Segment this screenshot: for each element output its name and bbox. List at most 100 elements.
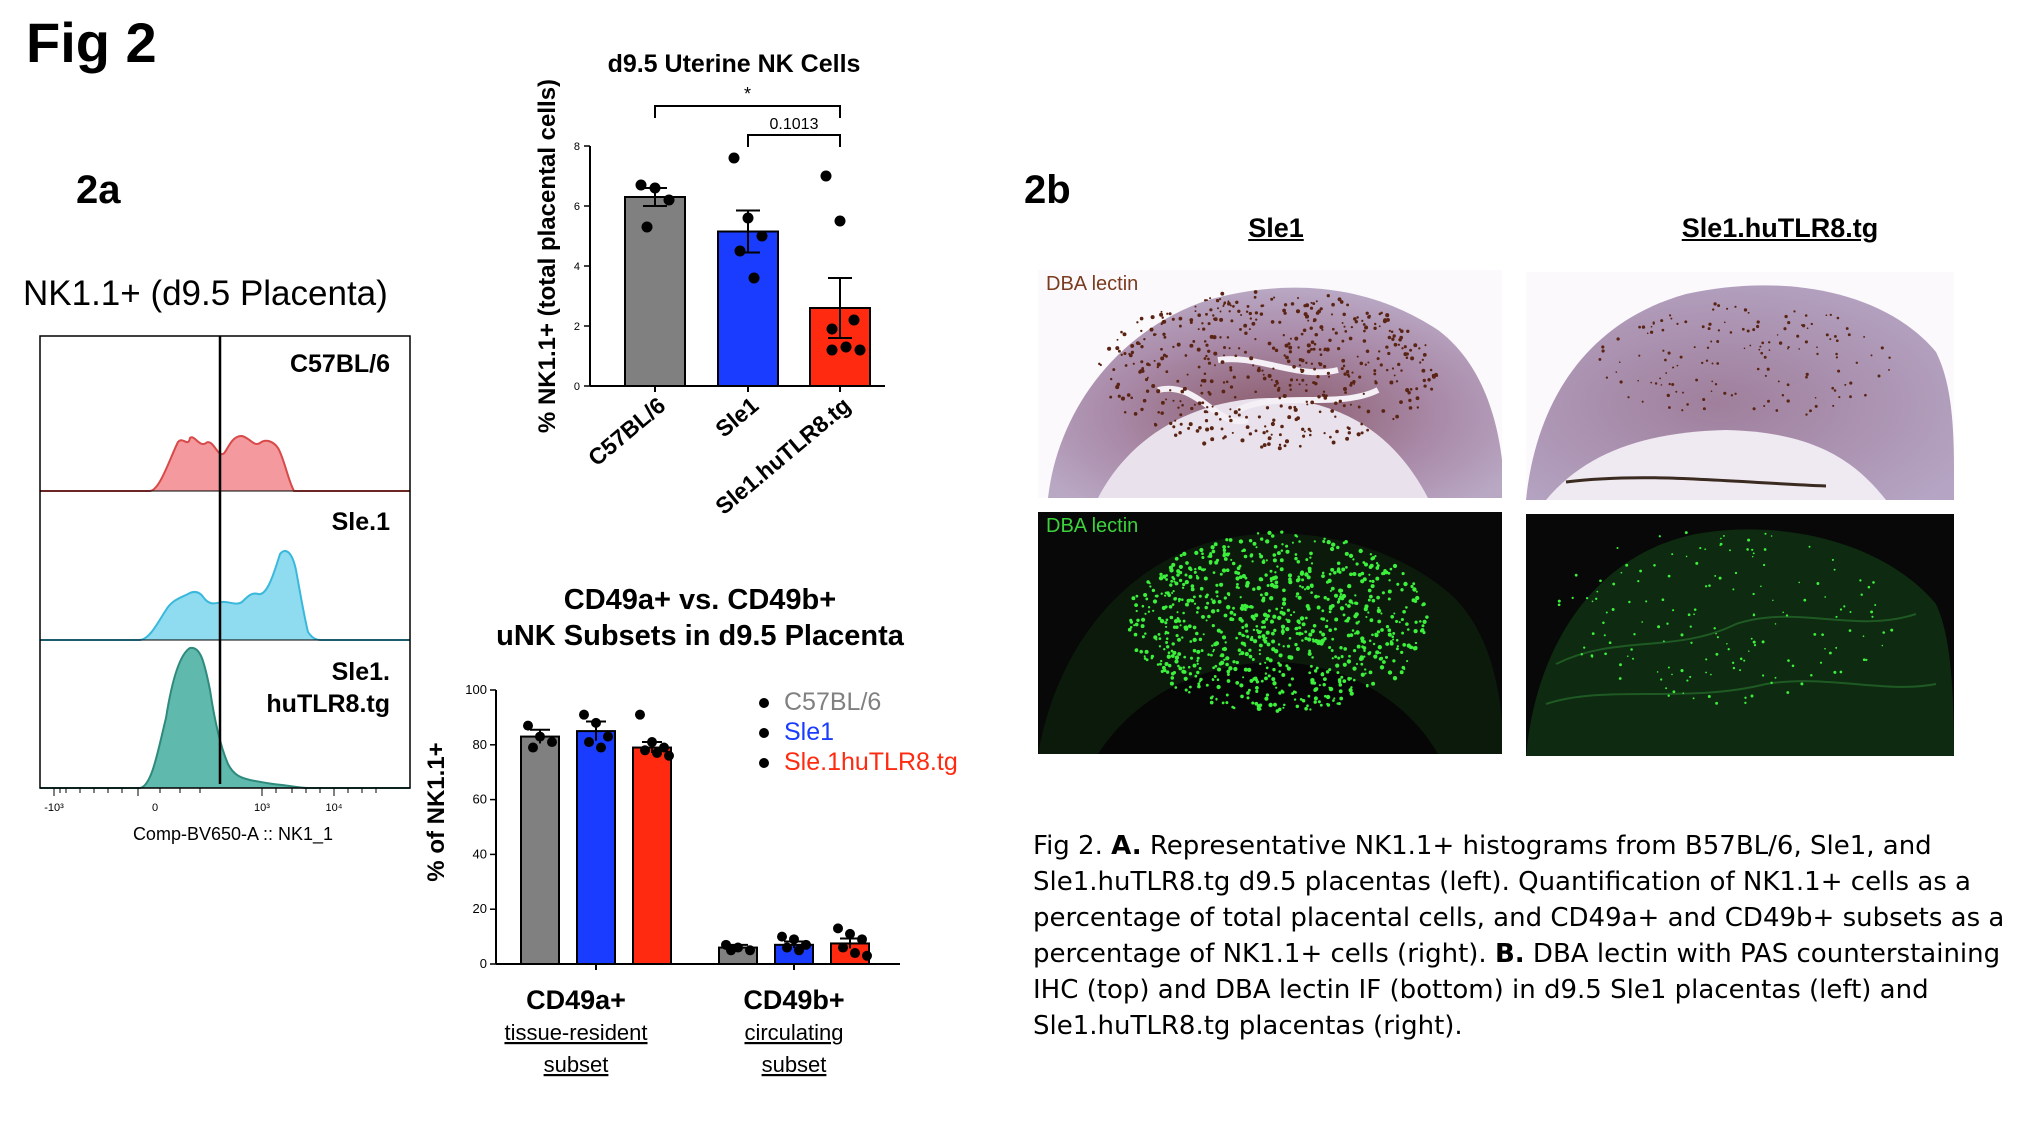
chart1-data-point bbox=[840, 341, 852, 353]
chart1-x-tick-label: C57BL/6 bbox=[583, 392, 670, 471]
chart2-data-point bbox=[862, 950, 872, 961]
chart2-legend-marker bbox=[759, 758, 769, 768]
chart1-data-point bbox=[834, 215, 846, 227]
chart2-data-point bbox=[726, 945, 736, 956]
chart1-data-point bbox=[854, 344, 866, 356]
chart2-bar bbox=[576, 730, 616, 965]
histogram-trace-sle1-hutlr8 bbox=[40, 646, 410, 789]
panel-a-label: 2a bbox=[76, 168, 121, 212]
chart1-significance-label: * bbox=[744, 84, 751, 104]
caption-b-text: DBA lectin with PAS counterstaining IHC … bbox=[1033, 939, 2001, 1041]
chart2-legend-marker bbox=[759, 698, 769, 708]
x-tick-3: 10³ bbox=[254, 802, 270, 814]
chart1-bar bbox=[624, 196, 686, 387]
chart2-data-point bbox=[833, 923, 843, 934]
chart2-data-point bbox=[664, 750, 674, 761]
chart2-y-tick-label: 100 bbox=[465, 682, 487, 697]
if-image-sle1: DBA lectin bbox=[1038, 512, 1502, 754]
figure-title: Fig 2 bbox=[26, 11, 157, 74]
chart2-data-point bbox=[801, 939, 811, 950]
chart2-legend-label: Sle1 bbox=[784, 718, 834, 746]
chart2-data-point bbox=[579, 709, 589, 720]
chart1-data-point bbox=[826, 344, 838, 356]
histogram-frame bbox=[39, 335, 411, 789]
histogram-xlabel: Comp-BV650-A :: NK1_1 bbox=[133, 824, 333, 845]
chart2-data-point bbox=[640, 745, 650, 756]
nk11-histogram: C57BL/6 Sle.1 Sle1. huTLR8.tg -10³ 0 10³… bbox=[39, 335, 411, 845]
if-image-sle1-hutlr8 bbox=[1526, 514, 1954, 756]
chart2-group-label: CD49a+ bbox=[526, 985, 626, 1015]
chart2-data-point bbox=[850, 948, 860, 959]
histogram-trace-sle1 bbox=[40, 550, 410, 641]
chart2-data-point bbox=[528, 742, 538, 753]
track-label-sle1-hutlr8-line1: Sle1. bbox=[332, 658, 390, 686]
chart1-bar bbox=[717, 230, 779, 387]
ihc-image-sle1-hutlr8 bbox=[1526, 272, 1954, 500]
chart1-y-tick-label: 0 bbox=[574, 381, 580, 393]
chart2-y-tick-label: 40 bbox=[473, 846, 487, 861]
column-header-sle1: Sle1 bbox=[1248, 213, 1304, 243]
x-tick-4: 10⁴ bbox=[326, 802, 343, 814]
chart1-data-point bbox=[848, 314, 860, 326]
histogram-title: NK1.1+ (d9.5 Placenta) bbox=[23, 274, 388, 313]
chart2-data-point bbox=[659, 742, 669, 753]
chart1-data-point bbox=[663, 194, 675, 206]
chart1-data-point bbox=[728, 152, 740, 164]
chart2-data-point bbox=[777, 931, 787, 942]
caption-a-label: A. bbox=[1111, 831, 1142, 861]
chart2-data-point bbox=[789, 934, 799, 945]
chart1-significance-bracket bbox=[747, 134, 841, 147]
track-label-c57bl6: C57BL/6 bbox=[290, 350, 390, 378]
chart2-data-point bbox=[523, 720, 533, 731]
ihc-image-sle1: DBA lectin bbox=[1038, 270, 1502, 498]
chart2-y-tick-label: 80 bbox=[473, 737, 487, 752]
chart1-title: d9.5 Uterine NK Cells bbox=[608, 50, 861, 78]
ihc-label-sle1: DBA lectin bbox=[1046, 273, 1139, 295]
chart2-data-point bbox=[838, 942, 848, 953]
if-label-sle1: DBA lectin bbox=[1046, 515, 1139, 537]
chart2-data-point bbox=[596, 742, 606, 753]
chart1-data-point bbox=[734, 245, 746, 257]
chart1-data-point bbox=[826, 323, 838, 335]
chart1-significance-bracket bbox=[654, 105, 841, 118]
chart1-data-point bbox=[748, 272, 760, 284]
chart2-title-line1: CD49a+ vs. CD49b+ bbox=[563, 584, 837, 616]
caption-lead: Fig 2. bbox=[1033, 831, 1112, 861]
chart2-ylabel: % of NK1.1+ bbox=[423, 742, 450, 881]
chart2-data-point bbox=[652, 748, 662, 759]
chart1-ylabel: % NK1.1+ (total placental cells) bbox=[534, 79, 561, 433]
chart2-data-point bbox=[635, 709, 645, 720]
chart1-y-tick-label: 8 bbox=[574, 141, 580, 153]
chart1-significance-label: 0.1013 bbox=[770, 116, 819, 133]
panel-b-label: 2b bbox=[1024, 168, 1071, 212]
chart2-legend-label: Sle.1huTLR8.tg bbox=[784, 748, 958, 776]
chart2-bar bbox=[632, 746, 672, 966]
chart1-y-tick-label: 6 bbox=[574, 201, 580, 213]
cd49-subsets-bar-chart: % of NK1.1+ 0 20 40 60 80 100 CD49a+ tissue-res… bbox=[423, 682, 958, 1077]
chart2-y-tick-label: 0 bbox=[480, 956, 487, 971]
chart2-group-sublabel: circulating bbox=[744, 1020, 843, 1045]
chart1-data-point bbox=[641, 221, 653, 233]
chart2-group-sublabel: subset bbox=[544, 1052, 609, 1077]
x-tick-0: 0 bbox=[152, 802, 158, 814]
column-header-sle1-hutlr8: Sle1.huTLR8.tg bbox=[1681, 213, 1879, 243]
chart2-group-sublabel: tissue-resident bbox=[504, 1020, 647, 1045]
figure-caption: Fig 2. A. Representative NK1.1+ histogra… bbox=[1033, 828, 2013, 1044]
chart2-data-point bbox=[845, 928, 855, 939]
chart2-legend-label: C57BL/6 bbox=[784, 688, 881, 716]
chart2-data-point bbox=[745, 945, 755, 956]
chart2-data-point bbox=[591, 717, 601, 728]
uterine-nk-bar-chart: d9.5 Uterine NK Cells % NK1.1+ (total pl… bbox=[534, 50, 885, 519]
caption-b-label: B. bbox=[1494, 939, 1525, 969]
chart1-data-point bbox=[820, 170, 832, 182]
chart2-data-point bbox=[535, 731, 545, 742]
chart1-y-tick-label: 2 bbox=[574, 321, 580, 333]
chart2-data-point bbox=[547, 737, 557, 748]
chart2-data-point bbox=[794, 945, 804, 956]
chart1-data-point bbox=[756, 230, 768, 242]
chart1-data-point bbox=[742, 212, 754, 224]
chart1-data-point bbox=[635, 179, 647, 191]
chart2-group-sublabel: subset bbox=[762, 1052, 827, 1077]
chart2-data-point bbox=[603, 731, 613, 742]
chart2-bar bbox=[520, 735, 560, 965]
